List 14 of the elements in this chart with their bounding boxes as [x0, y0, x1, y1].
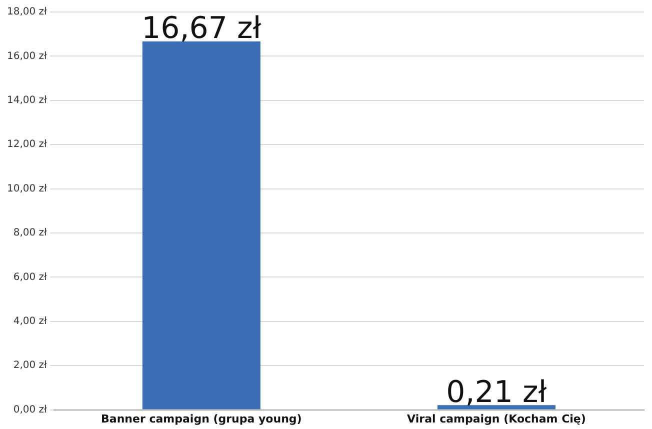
y-tick-label: 2,00 zł	[13, 360, 48, 372]
y-tick-label: 0,00 zł	[13, 404, 48, 416]
y-tick-label: 8,00 zł	[13, 228, 48, 239]
x-tick-label: Banner campaign (grupa young)	[101, 412, 302, 426]
y-tick-label: 12,00 zł	[6, 139, 48, 150]
y-tick-label: 16,00 zł	[6, 50, 48, 62]
y-tick-label: 4,00 zł	[13, 316, 48, 327]
y-tick-label: 10,00 zł	[6, 183, 48, 194]
x-tick-label: Viral campaign (Kocham Cię)	[407, 412, 586, 426]
y-tick-label: 6,00 zł	[13, 272, 48, 283]
y-tick-label: 18,00 zł	[6, 6, 48, 18]
data-label: 0,21 zł	[446, 374, 548, 410]
y-tick-label: 14,00 zł	[6, 94, 48, 106]
data-label: 16,67 zł	[142, 11, 262, 46]
